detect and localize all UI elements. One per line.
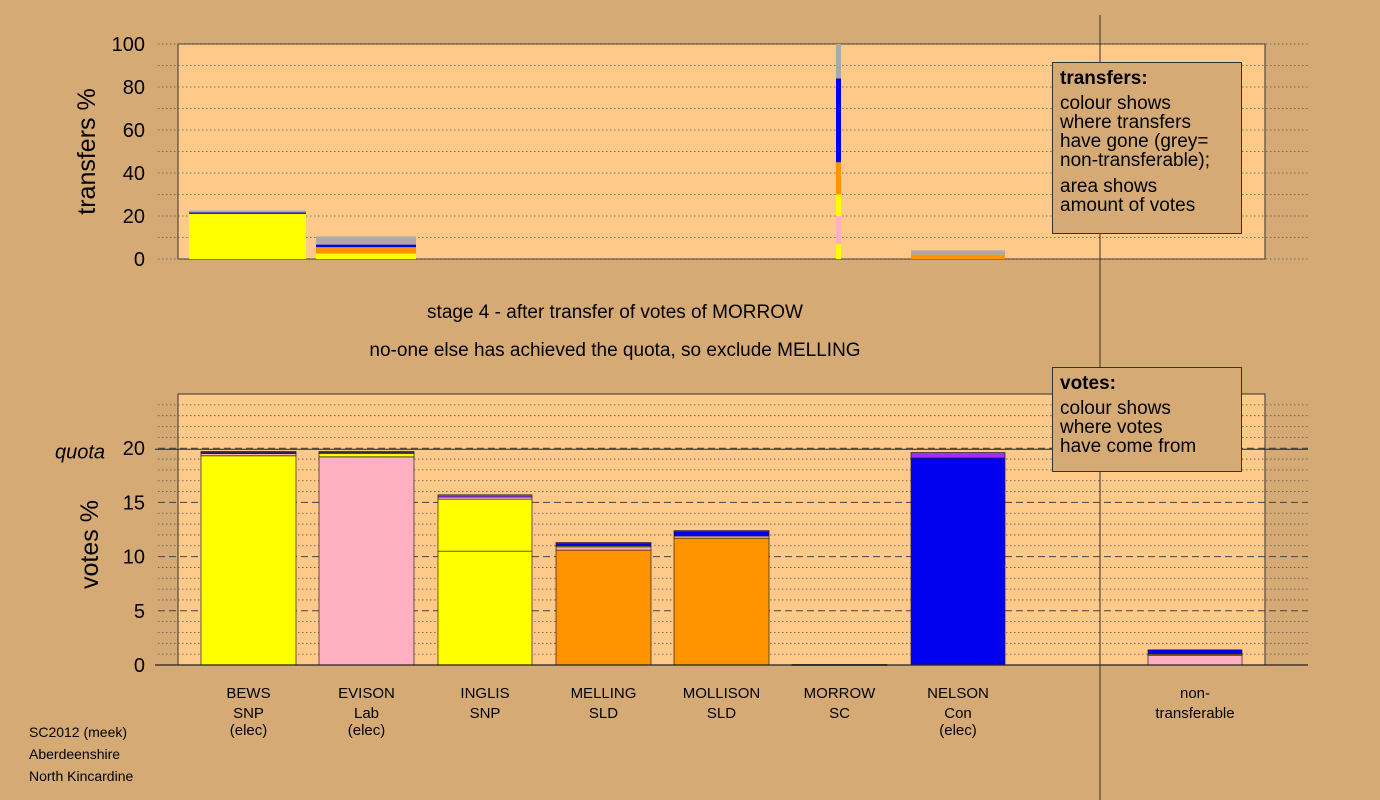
transfers-legend-line: have gone (grey= bbox=[1060, 131, 1209, 152]
candidate-party-label: SC bbox=[829, 705, 850, 722]
morrow-transfer-segment bbox=[836, 162, 841, 195]
votes-legend-line: where votes bbox=[1060, 417, 1163, 438]
transfers-legend-line: where transfers bbox=[1060, 112, 1191, 133]
candidate-name-label: MORROW bbox=[804, 685, 876, 702]
vote-bar-segment-nontransferable bbox=[1147, 649, 1243, 655]
transfers-y-tick-label: 20 bbox=[123, 206, 145, 228]
vote-bar-segment-inglis bbox=[437, 494, 533, 498]
transfer-bar-segment-evison bbox=[316, 247, 416, 254]
vote-bar-segment-nontransferable bbox=[1147, 654, 1243, 666]
morrow-transfer-segment bbox=[836, 216, 841, 244]
transfers-y-axis-label: transfers % bbox=[73, 88, 101, 214]
vote-bar-segment-melling bbox=[555, 549, 652, 666]
transfers-y-tick-label: 40 bbox=[123, 163, 145, 185]
candidate-name-label: EVISON bbox=[338, 685, 395, 702]
candidate-status-label: (elec) bbox=[939, 722, 977, 739]
candidate-party-label: SLD bbox=[707, 705, 736, 722]
vote-bar-segment-nelson bbox=[910, 452, 1006, 459]
morrow-transfer-segment bbox=[836, 44, 841, 79]
votes-y-axis-label: votes % bbox=[76, 500, 104, 589]
candidate-party-label: Con bbox=[944, 705, 972, 722]
morrow-transfer-segment bbox=[836, 243, 841, 259]
candidate-name-label: MELLING bbox=[571, 685, 637, 702]
stage-title: stage 4 - after transfer of votes of MOR… bbox=[427, 302, 803, 323]
transfers-legend-line: colour shows bbox=[1060, 93, 1171, 114]
footer-ward: North Kincardine bbox=[29, 768, 134, 784]
transfers-y-tick-label: 100 bbox=[112, 34, 145, 56]
vote-bar-segment-inglis bbox=[437, 498, 533, 552]
votes-y-tick-label: 0 bbox=[134, 655, 145, 677]
morrow-transfer-segment bbox=[836, 194, 841, 216]
candidate-name-label: INGLIS bbox=[460, 685, 509, 702]
quota-label: quota bbox=[55, 441, 105, 463]
transfers-y-tick-label: 60 bbox=[123, 120, 145, 142]
vote-bar-segment-bews bbox=[200, 451, 297, 453]
transfers-legend-title: transfers: bbox=[1060, 68, 1148, 89]
transfers-legend: transfers: colour shows where transfers … bbox=[1052, 62, 1242, 234]
votes-y-tick-label: 20 bbox=[123, 438, 145, 460]
transfer-bar-segment-bews bbox=[189, 213, 306, 259]
candidate-party-label: SNP bbox=[233, 705, 264, 722]
candidate-name-label: MOLLISON bbox=[683, 685, 761, 702]
transfers-legend-line: non-transferable); bbox=[1060, 150, 1210, 171]
candidate-status-label: (elec) bbox=[348, 722, 386, 739]
candidate-name-label: BEWS bbox=[226, 685, 270, 702]
vote-bar-segment-nelson bbox=[910, 457, 1006, 666]
votes-legend-line: colour shows bbox=[1060, 398, 1171, 419]
vote-bar-segment-melling bbox=[555, 542, 652, 544]
vote-bar-segment-bews bbox=[200, 455, 297, 666]
morrow-transfer-segment bbox=[836, 78, 841, 163]
transfer-bar-segment-evison bbox=[316, 244, 416, 248]
votes-legend-line: have come from bbox=[1060, 436, 1197, 457]
votes-y-tick-label: 10 bbox=[123, 547, 145, 569]
votes-y-tick-label: 5 bbox=[134, 601, 145, 623]
stage-subtitle: no-one else has achieved the quota, so e… bbox=[369, 340, 861, 361]
footer-council: Aberdeenshire bbox=[29, 746, 121, 762]
transfer-bar-segment-evison bbox=[316, 236, 416, 245]
vote-bar-segment-melling bbox=[555, 546, 652, 551]
candidate-party-label: SNP bbox=[470, 705, 501, 722]
vote-bar-segment-evison bbox=[318, 451, 415, 453]
footer-method: SC2012 (meek) bbox=[29, 724, 128, 740]
votes-y-tick-label: 15 bbox=[123, 492, 145, 514]
transfer-bar-segment-evison bbox=[316, 253, 416, 259]
transfer-bar-segment-nelson bbox=[911, 250, 1005, 255]
candidate-name-label: NELSON bbox=[927, 685, 989, 702]
transfer-bar-segment-bews bbox=[189, 212, 306, 214]
transfers-y-tick-label: 80 bbox=[123, 77, 145, 99]
nontransferable-label: transferable bbox=[1155, 705, 1234, 722]
transfers-legend-line: area shows bbox=[1060, 176, 1158, 197]
vote-bar-segment-mollison bbox=[673, 531, 770, 537]
nontransferable-label: non- bbox=[1180, 685, 1210, 702]
transfers-y-tick-label: 0 bbox=[134, 249, 145, 271]
transfer-bar-segment-nelson bbox=[911, 254, 1005, 259]
candidate-status-label: (elec) bbox=[230, 722, 268, 739]
vote-bar-segment-mollison bbox=[673, 537, 770, 666]
vote-bar-segment-inglis bbox=[437, 550, 533, 666]
votes-legend: votes: colour shows where votes have com… bbox=[1052, 367, 1242, 472]
transfers-legend-line: amount of votes bbox=[1060, 195, 1196, 216]
candidate-party-label: Lab bbox=[354, 705, 379, 722]
transfer-bar-segment-bews bbox=[189, 210, 306, 213]
vote-bar-segment-evison bbox=[318, 456, 415, 666]
votes-legend-title: votes: bbox=[1060, 373, 1116, 394]
vote-bar-segment-evison bbox=[318, 453, 415, 458]
vote-bar-segment-mollison bbox=[673, 530, 770, 533]
candidate-party-label: SLD bbox=[589, 705, 618, 722]
